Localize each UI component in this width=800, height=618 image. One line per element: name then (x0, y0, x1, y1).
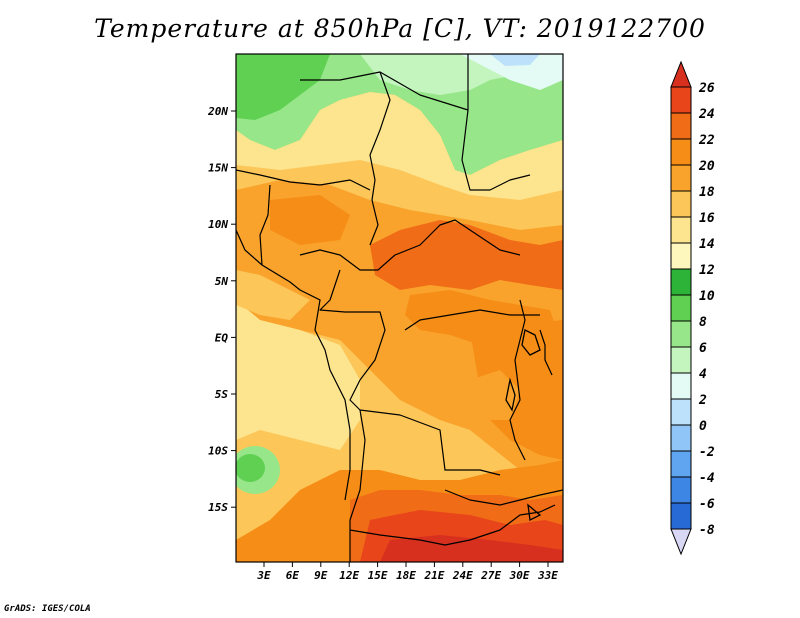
lon-tick-label: 27E (480, 569, 501, 582)
colorbar-segment (670, 216, 692, 244)
colorbar-top-arrow (670, 60, 692, 88)
lat-tick-label: 20N (207, 105, 228, 118)
lat-tick-label: 15N (208, 162, 228, 175)
colorbar-segment (670, 112, 692, 140)
lon-tick-label: 9E (314, 569, 328, 582)
lon-tick-label: 15E (368, 569, 388, 582)
country-borders (236, 54, 563, 562)
lon-tick-label: 12E (339, 569, 359, 582)
colorbar-label: 8 (699, 315, 707, 330)
lat-tick-label: 15S (208, 501, 228, 514)
colorbar-label: 2 (698, 393, 707, 408)
colorbar-segment (670, 346, 692, 374)
colorbar-label: -6 (699, 497, 715, 512)
lon-tick-label: 21E (423, 569, 444, 582)
lon-tick-label: 3E (256, 569, 271, 582)
colorbar-segment (670, 86, 692, 114)
colorbar-segment (670, 190, 692, 218)
colorbar-label: 16 (699, 211, 715, 226)
lat-tick-label: EQ (215, 331, 229, 344)
colorbar-segment (670, 294, 692, 322)
colorbar-segment (670, 164, 692, 192)
colorbar-segment (670, 138, 692, 166)
colorbar-segment (670, 372, 692, 400)
colorbar-label: 12 (699, 263, 715, 278)
colorbar-segment (670, 424, 692, 452)
lat-axis: 20N 15N 10N 5N EQ 5S 10S 15S (207, 105, 236, 514)
colorbar-label: 10 (699, 289, 715, 304)
lat-tick-label: 10S (208, 445, 228, 458)
chart-title: Temperature at 850hPa [C], VT: 201912270… (94, 14, 706, 43)
colorbar-label: 26 (698, 81, 715, 96)
colorbar-segment (670, 476, 692, 504)
temperature-field (236, 54, 563, 562)
colorbar-segment (670, 320, 692, 348)
colorbar-label: 24 (698, 107, 715, 122)
colorbar-label: 14 (699, 237, 715, 252)
lat-tick-label: 5S (215, 388, 229, 401)
lon-tick-label: 24E (452, 569, 473, 582)
map-frame (235, 53, 564, 563)
lon-tick-label: 33E (537, 569, 558, 582)
colorbar-segment (670, 502, 692, 530)
lon-tick-label: 6E (286, 569, 300, 582)
lat-tick-label: 10N (208, 218, 228, 231)
colorbar-segment (670, 242, 692, 270)
colorbar-label: 0 (699, 419, 707, 434)
lon-tick-label: 18E (396, 569, 416, 582)
colorbar-label: 6 (699, 341, 707, 356)
colorbar-label: 22 (698, 133, 715, 148)
colorbar-label: 20 (698, 159, 715, 174)
colorbar-bottom-arrow (670, 528, 692, 556)
colorbar-label: 18 (699, 185, 715, 200)
colorbar-label: -4 (699, 471, 715, 486)
colorbar-label: -8 (699, 523, 715, 538)
colorbar-label: 4 (699, 367, 707, 382)
colorbar-segment (670, 450, 692, 478)
lat-tick-label: 5N (215, 275, 229, 288)
colorbar-segment (670, 398, 692, 426)
lon-tick-label: 30E (509, 569, 530, 582)
colorbar-segment (670, 268, 692, 296)
colorbar-label: -2 (699, 445, 715, 460)
credit-text: GrADS: IGES/COLA (4, 604, 91, 614)
lon-axis: 3E 6E 9E 12E 15E 18E 21E 24E 27E 30E 33E (256, 562, 558, 582)
